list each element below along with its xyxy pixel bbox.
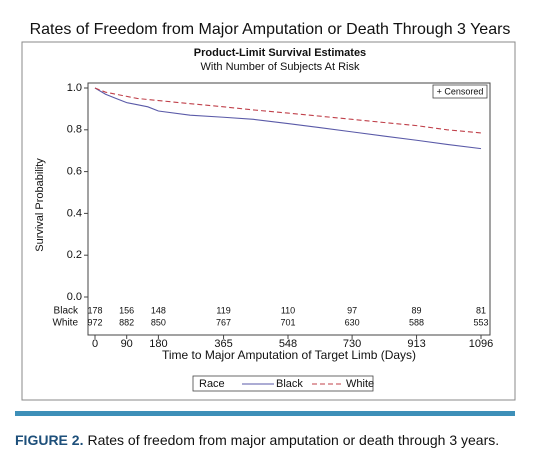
at-risk-value: 119 bbox=[216, 305, 230, 315]
at-risk-value: 156 bbox=[119, 305, 134, 315]
at-risk-value: 588 bbox=[409, 317, 424, 327]
y-tick-label: 0.4 bbox=[67, 207, 82, 219]
y-tick-label: 1.0 bbox=[67, 82, 82, 94]
at-risk-value: 148 bbox=[151, 305, 166, 315]
x-tick-label: 0 bbox=[92, 338, 98, 350]
x-tick-label: 90 bbox=[121, 338, 133, 350]
y-tick-label: 0.0 bbox=[67, 291, 82, 303]
x-tick-label: 365 bbox=[214, 338, 232, 350]
at-risk-value: 97 bbox=[347, 305, 357, 315]
legend-label: Black bbox=[276, 378, 303, 390]
at-risk-value: 701 bbox=[280, 317, 295, 327]
at-risk-value: 767 bbox=[216, 317, 231, 327]
plot-frame bbox=[87, 82, 491, 336]
at-risk-value: 630 bbox=[345, 317, 360, 327]
at-risk-value: 972 bbox=[87, 317, 102, 327]
at-risk-value: 81 bbox=[476, 305, 486, 315]
x-tick-label: 913 bbox=[407, 338, 425, 350]
at-risk-label: White bbox=[52, 318, 78, 329]
survival-curve bbox=[94, 87, 482, 150]
y-tick-label: 0.2 bbox=[67, 249, 82, 261]
censor-label: + Censored bbox=[437, 86, 484, 96]
x-tick-label: 730 bbox=[343, 338, 361, 350]
at-risk-value: 882 bbox=[119, 317, 134, 327]
at-risk-value: 89 bbox=[412, 305, 422, 315]
censor-box bbox=[432, 84, 488, 99]
caption-label: FIGURE 2. bbox=[15, 432, 83, 448]
legend-title: Race bbox=[199, 378, 225, 390]
at-risk-value: 178 bbox=[87, 305, 102, 315]
at-risk-value: 110 bbox=[281, 305, 295, 315]
chart-frame bbox=[21, 41, 516, 401]
at-risk-value: 553 bbox=[473, 317, 488, 327]
x-tick-label: 548 bbox=[279, 338, 297, 350]
chart-subtitle: Product-Limit Survival Estimates bbox=[194, 47, 366, 59]
survival-curve bbox=[94, 87, 482, 134]
at-risk-label: Black bbox=[54, 306, 79, 317]
x-tick-label: 1096 bbox=[469, 338, 493, 350]
x-axis-label: Time to Major Amputation of Target Limb … bbox=[162, 348, 416, 362]
at-risk-value: 850 bbox=[151, 317, 166, 327]
y-axis-label: Survival Probability bbox=[34, 158, 46, 252]
y-tick-label: 0.6 bbox=[67, 166, 82, 178]
legend-box bbox=[192, 375, 374, 392]
caption: FIGURE 2. Rates of freedom from major amp… bbox=[15, 432, 499, 448]
chart-title: Rates of Freedom from Major Amputation o… bbox=[30, 21, 511, 38]
divider bbox=[15, 411, 515, 416]
legend-label: White bbox=[346, 378, 374, 390]
chart-subtitle: With Number of Subjects At Risk bbox=[201, 61, 360, 73]
caption-text: Rates of freedom from major amputation o… bbox=[87, 432, 499, 448]
y-tick-label: 0.8 bbox=[67, 124, 82, 136]
x-tick-label: 180 bbox=[149, 338, 167, 350]
